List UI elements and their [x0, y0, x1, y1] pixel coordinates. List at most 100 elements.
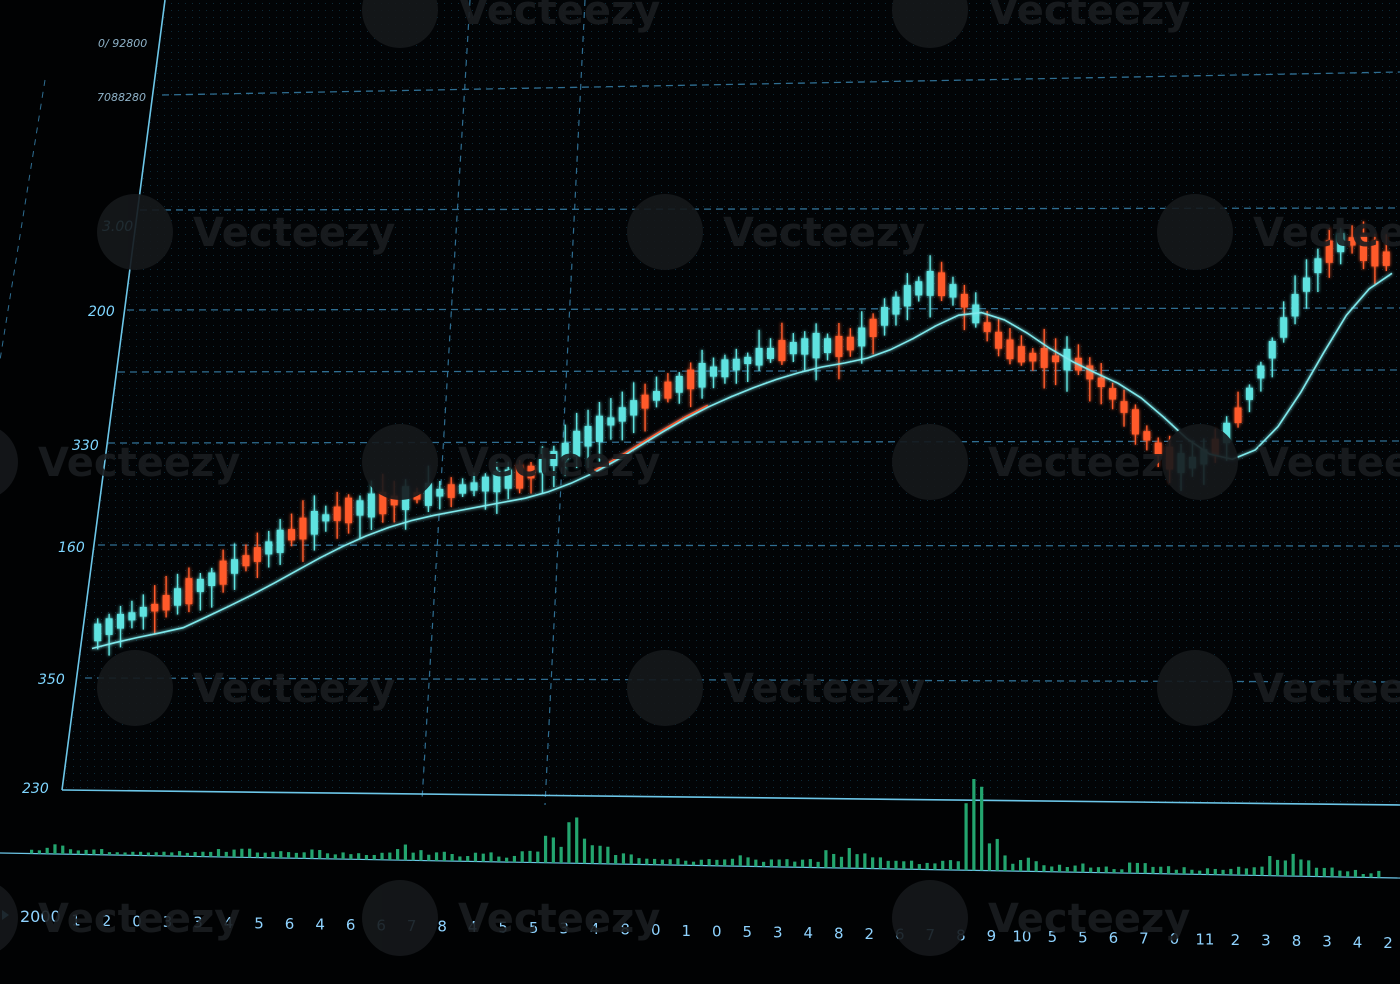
candle-body	[858, 327, 866, 347]
volume-bar	[30, 849, 34, 854]
x-tick-label: 2	[865, 925, 875, 943]
x-tick-label: 8	[620, 921, 630, 939]
volume-bar	[419, 850, 423, 861]
volume-bar	[115, 852, 119, 856]
watermark: Vecteezy	[362, 0, 660, 48]
x-tick-label: 4	[224, 914, 234, 932]
x-tick-label: 5	[529, 919, 539, 937]
volume-bar	[279, 851, 283, 858]
x-tick-labels: 2000120334564667845534801053482678910556…	[2, 907, 1393, 952]
candle-body	[527, 465, 535, 479]
candle-body	[892, 296, 900, 315]
volume-bar	[816, 861, 820, 868]
watermark-text: Vecteezy	[988, 0, 1190, 34]
volume-bar	[793, 861, 797, 868]
volume-bar	[1042, 865, 1046, 872]
watermark: Vecteezy	[97, 194, 395, 270]
volume-bar	[808, 859, 812, 868]
volume-bar	[357, 853, 361, 860]
volume-bar	[730, 858, 735, 867]
volume-bar	[154, 852, 158, 856]
x-tick-label: 5	[498, 919, 508, 937]
h-grid-line	[117, 369, 1400, 373]
volume-bar	[1205, 868, 1210, 875]
x-tick-label: 0	[712, 922, 722, 940]
x-axis	[61, 789, 1400, 806]
watermark: Vecteezy	[0, 429, 240, 495]
x-tick-label: 5	[1078, 929, 1088, 947]
x-tick-label: 5	[1048, 928, 1058, 946]
candle-body	[1348, 237, 1356, 246]
volume-bar	[1089, 867, 1093, 873]
watermark-text: Vecteezy	[723, 210, 925, 256]
volume-baseline	[0, 852, 1400, 879]
watermark: Vecteezy	[362, 424, 660, 500]
volume-bar	[1151, 866, 1155, 874]
candle-body	[242, 555, 250, 567]
volume-bar	[871, 857, 875, 869]
volume-bar	[1003, 855, 1007, 871]
volume-bar	[691, 861, 696, 866]
candle-body	[584, 426, 592, 447]
candle-body	[550, 451, 558, 466]
volume-bar	[131, 851, 135, 856]
candle-body	[995, 331, 1003, 349]
candle-body	[1040, 348, 1048, 368]
volume-bar	[341, 852, 345, 860]
volume-bar	[707, 859, 711, 866]
watermark-logo-icon	[627, 194, 703, 270]
watermark-text: Vecteezy	[458, 440, 660, 486]
candle-body	[310, 510, 318, 535]
volume-bar	[333, 854, 337, 859]
x-tick-label: 1	[71, 911, 81, 929]
volume-bar	[1213, 868, 1217, 875]
x-tick-label: 3	[559, 920, 569, 938]
candle-body	[1268, 341, 1276, 359]
candle-body	[675, 375, 683, 393]
y-tick-label: 350	[38, 672, 65, 688]
x-tick-label: 10	[1012, 928, 1031, 946]
candle-body	[413, 492, 421, 500]
candle-body	[299, 517, 307, 540]
volume-bar	[1073, 865, 1077, 873]
candle-body	[1245, 387, 1253, 400]
volume-bar	[738, 855, 742, 867]
candle-body	[139, 606, 147, 617]
watermark-text: Vecteezy	[193, 666, 395, 712]
volume-bar	[100, 849, 104, 855]
candle-body	[561, 442, 569, 460]
x-tick-label: 4	[804, 924, 814, 942]
volume-bar	[551, 837, 555, 863]
volume-bar	[68, 849, 73, 855]
watermark-logo-icon	[892, 424, 968, 500]
watermark: Vecteezy	[97, 650, 395, 726]
y-tick-label: 230	[22, 781, 49, 797]
volume-bar	[53, 844, 57, 854]
x-tick-label: 7	[1139, 930, 1149, 948]
candle-body	[390, 495, 398, 506]
x-tick-label: 3	[1322, 933, 1332, 951]
volume-bar	[1361, 874, 1365, 878]
x-tick-label: 3	[1261, 932, 1271, 950]
volume-bar	[972, 779, 976, 871]
moving-average-segment	[593, 404, 709, 472]
volume-bar	[1244, 868, 1249, 876]
candle-body	[436, 488, 444, 497]
volume-bar	[1011, 863, 1015, 872]
candle-body	[595, 415, 603, 442]
h-grid-line	[126, 307, 1400, 311]
candle-body	[1257, 365, 1265, 379]
volume-bar	[1182, 867, 1186, 875]
candle-body	[1280, 317, 1288, 338]
candle-body	[1359, 234, 1367, 261]
volume-bar	[723, 859, 727, 866]
watermark-text: Vecteezy	[38, 440, 240, 486]
x-tick-label: 11	[1195, 931, 1214, 949]
candle-body	[618, 407, 626, 422]
candle-body	[185, 578, 193, 605]
volume-bar	[762, 861, 766, 867]
candle-body	[1029, 352, 1037, 362]
volume-bar	[512, 855, 517, 863]
watermark-logo-icon	[1157, 194, 1233, 270]
candle-body	[630, 400, 638, 416]
